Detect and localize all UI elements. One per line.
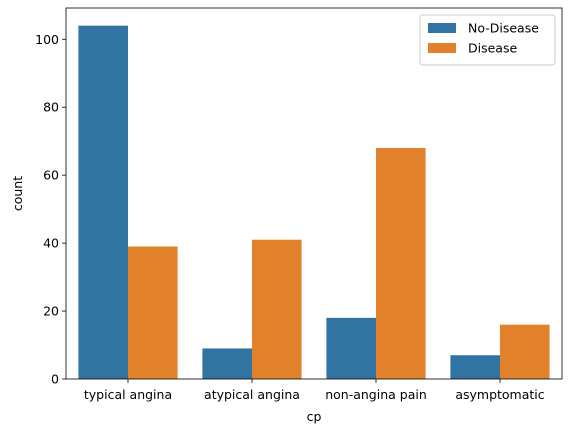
y-tick-label: 0 — [51, 372, 59, 387]
bars-layer — [78, 25, 550, 380]
x-tick-label: atypical angina — [204, 387, 300, 402]
legend: No-Disease Disease — [419, 14, 556, 66]
y-tick-label: 20 — [43, 304, 59, 319]
y-axis: 0 20 40 60 80 100 — [35, 32, 66, 387]
legend-label: No-Disease — [468, 21, 539, 36]
bar-no-disease-0 — [78, 25, 128, 380]
y-tick-label: 80 — [43, 100, 59, 115]
y-tick-label: 40 — [43, 236, 59, 251]
bar-disease-3 — [500, 324, 550, 379]
x-axis-label: cp — [307, 409, 322, 424]
x-tick-label: asymptomatic — [455, 387, 544, 402]
x-tick-label: typical angina — [84, 387, 172, 402]
x-axis: typical angina atypical angina non-angina … — [84, 379, 545, 402]
plot-frame — [65, 7, 563, 380]
bar-disease-2 — [376, 147, 426, 379]
y-tick-label: 100 — [35, 32, 59, 47]
x-tick-label: non-angina pain — [325, 387, 427, 402]
bar-disease-0 — [128, 246, 178, 379]
y-axis-label: count — [10, 176, 25, 211]
bar-no-disease-1 — [202, 348, 252, 379]
legend-swatch — [428, 43, 456, 53]
legend-swatch — [428, 23, 456, 33]
bar-no-disease-2 — [326, 317, 376, 379]
bar-disease-1 — [252, 239, 302, 379]
y-tick-label: 60 — [43, 168, 59, 183]
legend-label: Disease — [468, 41, 517, 56]
bar-no-disease-3 — [450, 355, 500, 379]
